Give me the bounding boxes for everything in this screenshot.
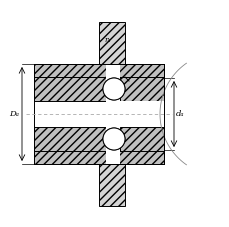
Bar bbox=[117, 101, 163, 127]
Text: rₐ: rₐ bbox=[104, 36, 111, 44]
Bar bbox=[106, 64, 120, 164]
Circle shape bbox=[103, 128, 124, 150]
Circle shape bbox=[103, 128, 124, 150]
Bar bbox=[34, 77, 106, 101]
Bar bbox=[98, 22, 124, 77]
Bar bbox=[34, 127, 106, 151]
Bar bbox=[34, 64, 117, 77]
Text: rₐ: rₐ bbox=[134, 83, 140, 91]
Bar bbox=[120, 77, 163, 101]
Text: Dₐ: Dₐ bbox=[9, 110, 19, 118]
Text: dₐ: dₐ bbox=[175, 110, 184, 118]
Bar bbox=[120, 127, 163, 151]
Bar bbox=[98, 151, 124, 206]
Circle shape bbox=[103, 78, 124, 100]
Bar bbox=[34, 151, 117, 164]
Circle shape bbox=[103, 78, 124, 100]
Bar bbox=[108, 151, 163, 164]
Bar bbox=[108, 64, 163, 77]
